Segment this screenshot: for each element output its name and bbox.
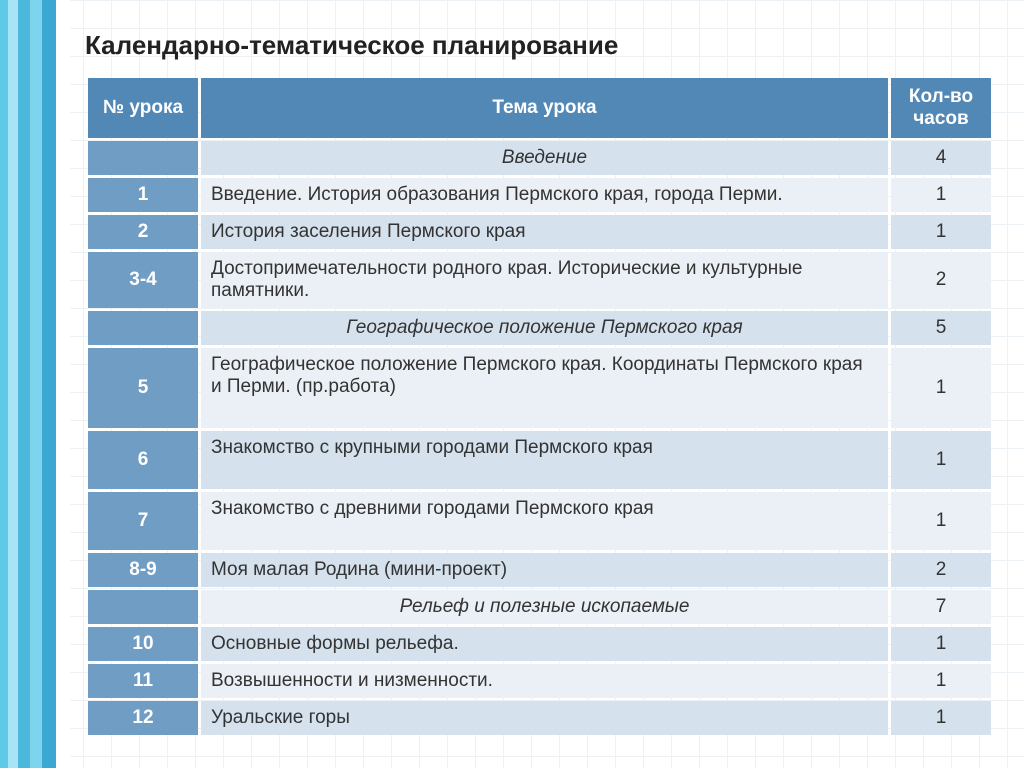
page-title: Календарно-тематическое планирование	[85, 30, 994, 61]
lesson-number: 11	[88, 664, 198, 698]
lesson-hours: 1	[891, 627, 991, 661]
lesson-hours: 1	[891, 215, 991, 249]
col-header-hours: Кол-во часов	[891, 78, 991, 138]
side-stripes	[0, 0, 70, 768]
lesson-topic: Знакомство с древними городами Пермского…	[201, 492, 888, 550]
table-row: 7Знакомство с древними городами Пермског…	[88, 492, 991, 550]
lesson-hours: 1	[891, 348, 991, 428]
lesson-number: 7	[88, 492, 198, 550]
lesson-topic: Географическое положение Пермского края	[201, 311, 888, 345]
lesson-number: 2	[88, 215, 198, 249]
content-area: Календарно-тематическое планирование № у…	[85, 30, 994, 738]
lesson-number: 5	[88, 348, 198, 428]
table-row: 3-4Достопримечательности родного края. И…	[88, 252, 991, 308]
lesson-number: 1	[88, 178, 198, 212]
table-row: 8-9Моя малая Родина (мини-проект)2	[88, 553, 991, 587]
lesson-topic: Основные формы рельефа.	[201, 627, 888, 661]
lesson-topic: Рельеф и полезные ископаемые	[201, 590, 888, 624]
lesson-number	[88, 141, 198, 175]
lesson-hours: 1	[891, 178, 991, 212]
section-row: Введение4	[88, 141, 991, 175]
section-row: Географическое положение Пермского края5	[88, 311, 991, 345]
lesson-hours: 4	[891, 141, 991, 175]
lesson-topic: Уральские горы	[201, 701, 888, 735]
lesson-topic: Введение. История образования Пермского …	[201, 178, 888, 212]
lesson-hours: 1	[891, 664, 991, 698]
col-header-num: № урока	[88, 78, 198, 138]
lesson-number: 12	[88, 701, 198, 735]
lesson-topic: Достопримечательности родного края. Исто…	[201, 252, 888, 308]
planning-table: № урока Тема урока Кол-во часов Введение…	[85, 75, 994, 738]
col-header-topic: Тема урока	[201, 78, 888, 138]
lesson-topic: Моя малая Родина (мини-проект)	[201, 553, 888, 587]
table-row: 12Уральские горы1	[88, 701, 991, 735]
lesson-number: 10	[88, 627, 198, 661]
lesson-topic: История заселения Пермского края	[201, 215, 888, 249]
table-row: 5Географическое положение Пермского края…	[88, 348, 991, 428]
table-header-row: № урока Тема урока Кол-во часов	[88, 78, 991, 138]
table-row: 1Введение. История образования Пермского…	[88, 178, 991, 212]
table-row: 11Возвышенности и низменности.1	[88, 664, 991, 698]
lesson-hours: 1	[891, 431, 991, 489]
lesson-hours: 2	[891, 252, 991, 308]
lesson-number: 3-4	[88, 252, 198, 308]
lesson-topic: Введение	[201, 141, 888, 175]
table-row: 2История заселения Пермского края1	[88, 215, 991, 249]
section-row: Рельеф и полезные ископаемые7	[88, 590, 991, 624]
table-row: 10Основные формы рельефа.1	[88, 627, 991, 661]
lesson-number	[88, 311, 198, 345]
lesson-number	[88, 590, 198, 624]
lesson-hours: 5	[891, 311, 991, 345]
lesson-number: 6	[88, 431, 198, 489]
table-row: 6Знакомство с крупными городами Пермског…	[88, 431, 991, 489]
lesson-hours: 2	[891, 553, 991, 587]
lesson-hours: 1	[891, 492, 991, 550]
lesson-topic: Географическое положение Пермского края.…	[201, 348, 888, 428]
lesson-hours: 7	[891, 590, 991, 624]
lesson-topic: Знакомство с крупными городами Пермского…	[201, 431, 888, 489]
lesson-number: 8-9	[88, 553, 198, 587]
lesson-topic: Возвышенности и низменности.	[201, 664, 888, 698]
lesson-hours: 1	[891, 701, 991, 735]
